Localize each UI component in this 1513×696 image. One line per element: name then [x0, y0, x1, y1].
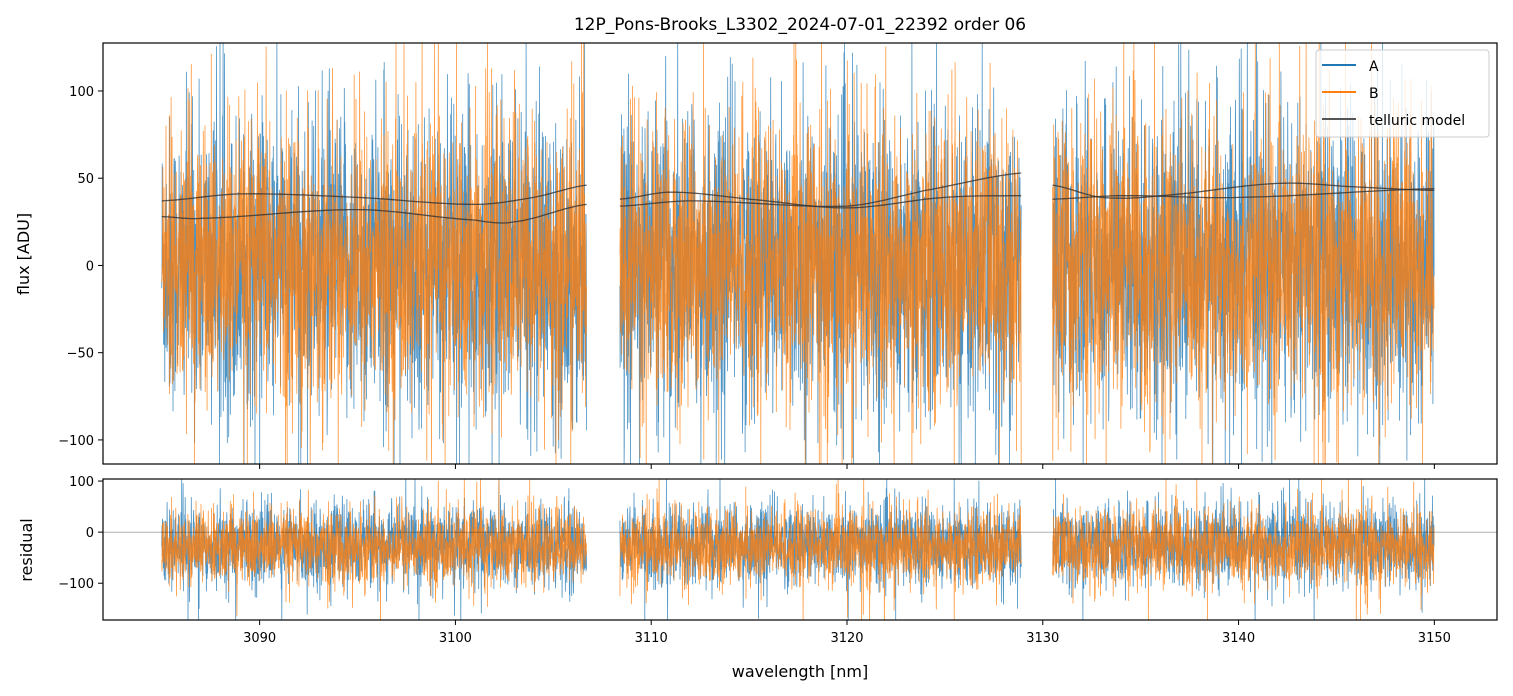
residual-b-segment-2	[1052, 479, 1435, 620]
y-tick-label-top: 0	[86, 259, 94, 274]
x-tick-label: 3090	[243, 631, 276, 646]
x-axis-label: wavelength [nm]	[732, 662, 869, 681]
y-tick-label-top: 50	[77, 172, 94, 187]
y-tick-label-top: 100	[69, 85, 94, 100]
legend-label-a: A	[1369, 59, 1379, 75]
y-axis-label-top: flux [ADU]	[14, 213, 33, 295]
telluric-model-curve-0	[161, 184, 587, 206]
series-b-segment-0	[161, 43, 587, 464]
x-tick-label: 3120	[830, 631, 863, 646]
y-tick-label-bottom: 100	[69, 475, 94, 490]
telluric-model-curve-5	[1052, 188, 1435, 200]
x-tick-label: 3140	[1222, 631, 1255, 646]
series-b-segment-2	[1052, 43, 1435, 464]
series-b-segment-1	[619, 43, 1022, 464]
telluric-model-curve-3	[619, 172, 1022, 208]
y-axis-label-bottom: residual	[17, 518, 36, 581]
bottom-axes-frame	[102, 478, 1498, 621]
chart-title: 12P_Pons-Brooks_L3302_2024-07-01_22392 o…	[574, 15, 1026, 35]
y-tick-label-top: −50	[67, 347, 94, 362]
y-tick-label-bottom: 0	[86, 526, 94, 541]
legend-label-telluric: telluric model	[1369, 113, 1465, 129]
x-tick-label: 3150	[1418, 631, 1451, 646]
residual-b-segment-0	[161, 479, 587, 620]
telluric-model-curve-2	[619, 191, 1022, 209]
x-tick-label: 3130	[1026, 631, 1059, 646]
top-axes-frame	[102, 42, 1498, 465]
y-tick-label-bottom: −100	[58, 577, 94, 592]
x-tick-label: 3110	[635, 631, 668, 646]
legend: A B telluric model	[1315, 49, 1490, 138]
x-tick-label: 3100	[439, 631, 472, 646]
residual-b-segment-1	[619, 479, 1022, 620]
legend-label-b: B	[1369, 86, 1379, 102]
telluric-model-curve-4	[1052, 182, 1435, 199]
telluric-model-curve-1	[161, 203, 587, 224]
y-tick-label-top: −100	[58, 434, 94, 449]
